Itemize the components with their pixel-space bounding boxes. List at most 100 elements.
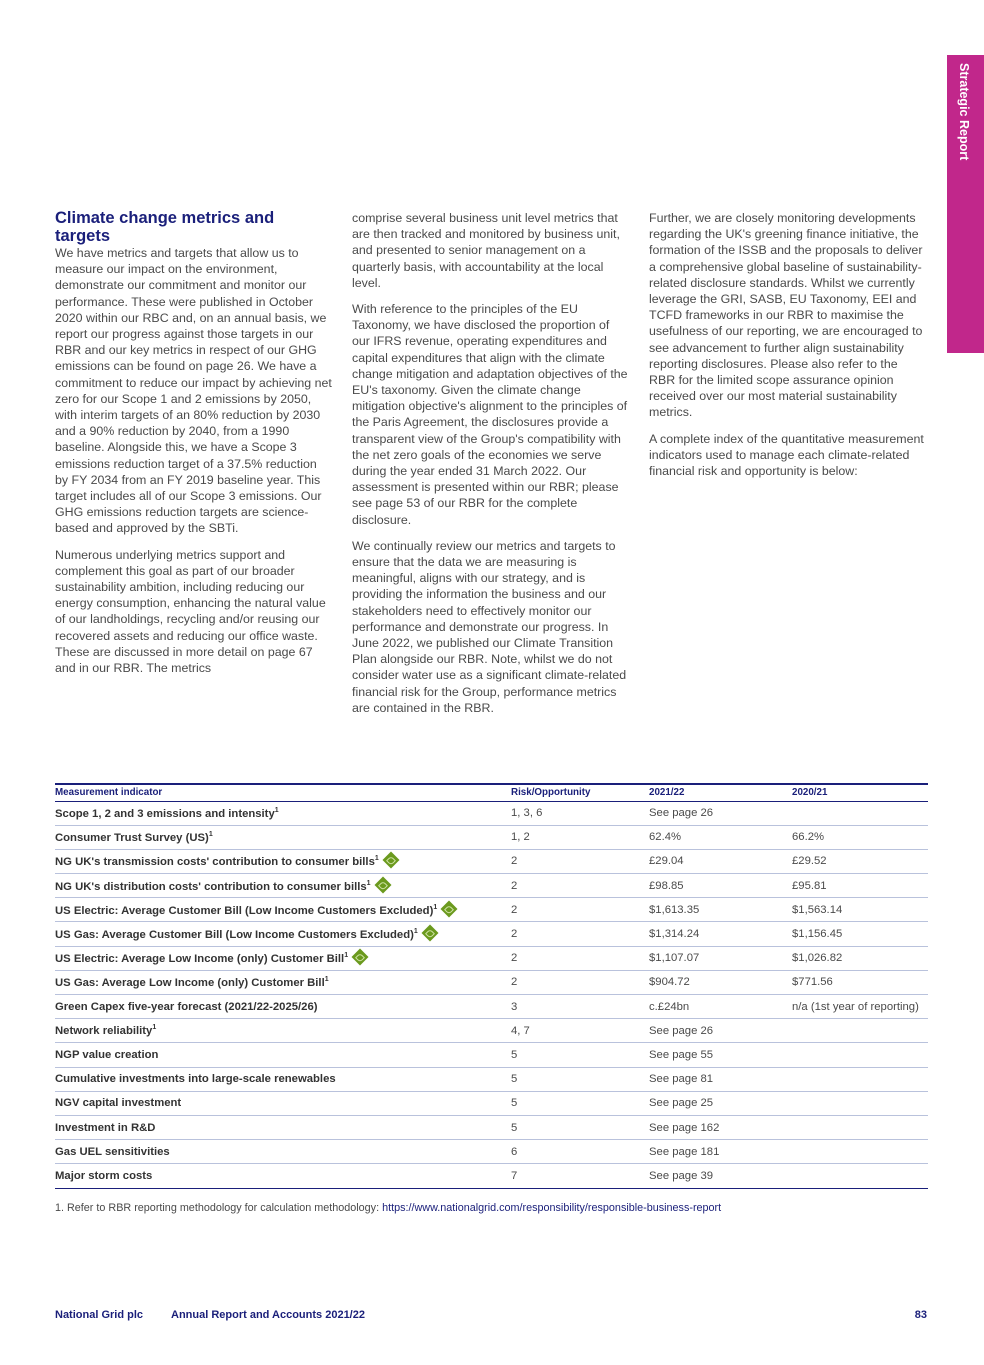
section-tab[interactable]: Strategic Report [947, 55, 984, 353]
text-column-2: comprise several business unit level met… [352, 210, 630, 726]
risk-cell: 5 [511, 1091, 649, 1116]
table-row: NGV capital investment 5 See page 25 [55, 1091, 928, 1116]
value-2020-21 [792, 1139, 928, 1165]
value-2021-22: $904.72 [649, 970, 792, 996]
risk-cell: 4, 7 [511, 1018, 649, 1044]
header-2021-22: 2021/22 [649, 783, 792, 802]
value-2020-21: $771.56 [792, 970, 928, 996]
value-2020-21 [792, 1067, 928, 1092]
table-row: US Electric: Average Customer Bill (Low … [55, 897, 928, 923]
risk-cell: 2 [511, 873, 649, 899]
indicator-cell: Investment in R&D [55, 1115, 511, 1141]
risk-cell: 5 [511, 1115, 649, 1141]
table-row: Investment in R&D 5 See page 162 [55, 1115, 928, 1141]
paragraph: A complete index of the quantitative mea… [649, 431, 924, 479]
footnote-ref: 1 [208, 830, 213, 838]
indicator-cell: Cumulative investments into large-scale … [55, 1067, 511, 1092]
value-2021-22: See page 25 [649, 1091, 792, 1116]
footnote-ref: 1 [366, 879, 371, 887]
assured-icon [351, 948, 369, 966]
footnote: 1. Refer to RBR reporting methodology fo… [55, 1202, 721, 1214]
table-row: Major storm costs 7 See page 39 [55, 1163, 928, 1189]
footnote-link[interactable]: https://www.nationalgrid.com/responsibil… [382, 1202, 722, 1214]
value-2020-21 [792, 801, 928, 826]
table-row: Consumer Trust Survey (US)1 1, 2 62.4% 66.2… [55, 825, 928, 850]
paragraph: We continually review our metrics and ta… [352, 538, 627, 715]
indicator-cell: NGP value creation [55, 1042, 511, 1068]
page-number: 83 [914, 1309, 927, 1321]
risk-cell: 7 [511, 1163, 649, 1189]
risk-cell: 5 [511, 1042, 649, 1068]
table-row: Cumulative investments into large-scale … [55, 1067, 928, 1092]
value-2020-21 [792, 1018, 928, 1044]
value-2020-21 [792, 1115, 928, 1141]
value-2021-22: See page 162 [649, 1115, 792, 1141]
table-row: Gas UEL sensitivities 6 See page 181 [55, 1139, 928, 1165]
risk-cell: 2 [511, 970, 649, 996]
paragraph: We have metrics and targets that allow u… [55, 246, 332, 536]
table-row: US Gas: Average Customer Bill (Low Incom… [55, 921, 928, 947]
value-2020-21: 66.2% [792, 825, 928, 850]
value-2021-22: See page 81 [649, 1067, 792, 1092]
value-2021-22: $1,613.35 [649, 897, 792, 923]
assured-icon [421, 924, 439, 942]
risk-cell: 1, 3, 6 [511, 801, 649, 826]
value-2021-22: $1,314.24 [649, 921, 792, 947]
table-row: Network reliability1 4, 7 See page 26 [55, 1018, 928, 1044]
paragraph: With reference to the principles of the … [352, 302, 628, 527]
value-2020-21: £29.52 [792, 849, 928, 875]
table-row: NG UK's distribution costs' contribution… [55, 873, 928, 899]
indicator-cell: Major storm costs [55, 1163, 511, 1189]
footnote-ref: 1 [344, 952, 349, 960]
text-column-1: Climate change metrics and targets We ha… [55, 209, 333, 686]
indicator-cell: NGV capital investment [55, 1091, 511, 1116]
indicator-cell: Network reliability1 [55, 1018, 511, 1044]
indicator-cell: Scope 1, 2 and 3 emissions and intensity… [55, 801, 511, 826]
value-2021-22: £98.85 [649, 873, 792, 899]
table-row: NGP value creation 5 See page 55 [55, 1042, 928, 1068]
value-2020-21 [792, 1091, 928, 1116]
value-2020-21: $1,563.14 [792, 897, 928, 923]
table-row: US Electric: Average Low Income (only) C… [55, 946, 928, 971]
value-2021-22: See page 26 [649, 801, 792, 826]
risk-cell: 2 [511, 946, 649, 971]
paragraph: Numerous underlying metrics support and … [55, 547, 326, 676]
footnote-ref: 1 [274, 806, 279, 814]
value-2020-21 [792, 1042, 928, 1068]
header-indicator: Measurement indicator [55, 783, 511, 802]
footnote-ref: 1 [324, 976, 329, 984]
indicator-cell: US Electric: Average Customer Bill (Low … [55, 897, 511, 923]
risk-cell: 3 [511, 994, 649, 1020]
risk-cell: 6 [511, 1139, 649, 1165]
value-2020-21: n/a (1st year of reporting) [792, 994, 928, 1020]
header-risk: Risk/Opportunity [511, 783, 649, 802]
risk-cell: 1, 2 [511, 825, 649, 850]
footnote-text: 1. Refer to RBR reporting methodology fo… [55, 1202, 383, 1214]
paragraph: Further, we are closely monitoring devel… [649, 211, 923, 420]
indicator-cell: NG UK's transmission costs' contribution… [55, 849, 511, 875]
risk-cell: 2 [511, 849, 649, 875]
assured-icon [440, 900, 458, 918]
risk-cell: 2 [511, 921, 649, 947]
indicator-cell: Green Capex five-year forecast (2021/22-… [55, 994, 511, 1020]
assured-icon [382, 851, 400, 869]
value-2021-22: $1,107.07 [649, 946, 792, 971]
value-2021-22: £29.04 [649, 849, 792, 875]
value-2021-22: See page 26 [649, 1018, 792, 1044]
assured-icon [374, 876, 392, 894]
value-2020-21: £95.81 [792, 873, 928, 899]
footnote-ref: 1 [374, 855, 379, 863]
value-2021-22: See page 55 [649, 1042, 792, 1068]
section-heading: Climate change metrics and targets [55, 209, 275, 245]
indicator-cell: Gas UEL sensitivities [55, 1139, 511, 1165]
value-2021-22: c.£24bn [649, 994, 792, 1020]
text-column-3: Further, we are closely monitoring devel… [649, 210, 927, 489]
footer-report: Annual Report and Accounts 2021/22 [171, 1309, 365, 1321]
paragraph: comprise several business unit level met… [352, 211, 620, 290]
risk-cell: 2 [511, 897, 649, 923]
value-2020-21: $1,026.82 [792, 946, 928, 971]
footnote-ref: 1 [433, 904, 438, 912]
value-2021-22: See page 181 [649, 1139, 792, 1165]
value-2021-22: 62.4% [649, 825, 792, 850]
indicator-cell: NG UK's distribution costs' contribution… [55, 873, 511, 899]
